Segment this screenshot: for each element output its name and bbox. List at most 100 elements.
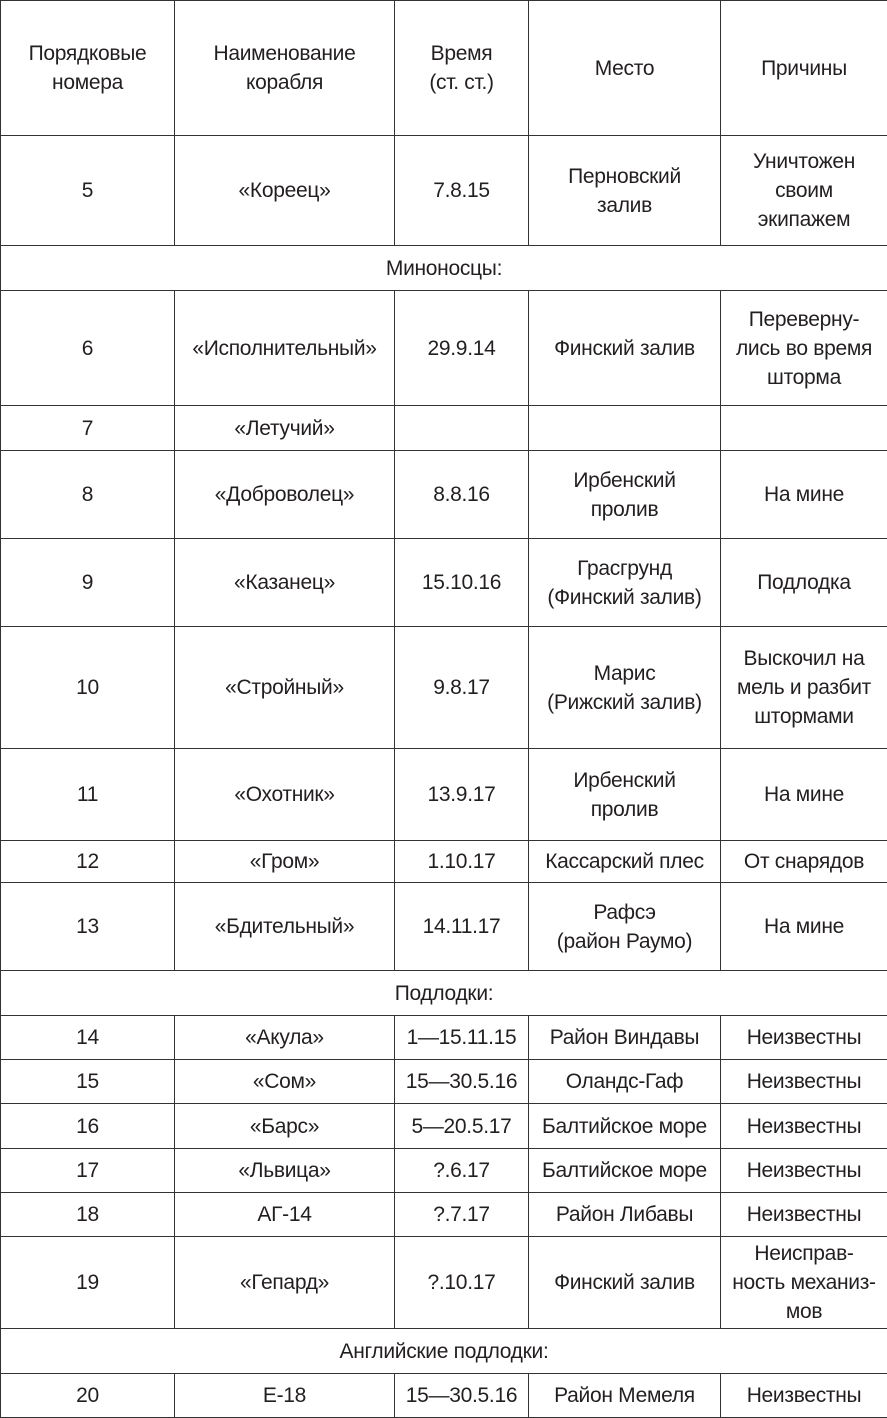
- table-row: 7 «Летучий»: [0, 405, 887, 451]
- cell-date: 15.10.16: [394, 538, 529, 627]
- table-body: 5 «Кореец» 7.8.15 Перновский залив Уничтожен…: [0, 135, 887, 1418]
- cell-date: 7.8.15: [394, 135, 529, 246]
- cell-place: Оландс-Гаф: [528, 1059, 721, 1104]
- cell-number: 14: [0, 1015, 175, 1060]
- cell-number: 17: [0, 1148, 175, 1193]
- cell-ship-name: «Казанец»: [174, 538, 395, 627]
- cell-place: Финский залив: [528, 1236, 721, 1329]
- cell-place: Перновский залив: [528, 135, 721, 246]
- section-row: Английские подлодки:: [0, 1328, 887, 1374]
- cell-ship-name: «Акула»: [174, 1015, 395, 1060]
- cell-place: Балтийское море: [528, 1103, 721, 1149]
- cell-place: Грасгрунд (Финский залив): [528, 538, 721, 627]
- cell-cause: Неизвестны: [720, 1192, 887, 1237]
- cell-ship-name: Е-18: [174, 1373, 395, 1418]
- cell-number: 5: [0, 135, 175, 246]
- cell-ship-name: «Гром»: [174, 840, 395, 883]
- cell-number: 13: [0, 882, 175, 971]
- cell-date: 15—30.5.16: [394, 1373, 529, 1418]
- table-row: 18 АГ-14 ?.7.17 Район Либавы Неизвестны: [0, 1192, 887, 1237]
- cell-ship-name: «Сом»: [174, 1059, 395, 1104]
- cell-date: 13.9.17: [394, 748, 529, 841]
- cell-date: ?.6.17: [394, 1148, 529, 1193]
- cell-date: 29.9.14: [394, 290, 529, 406]
- cell-ship-name: «Охотник»: [174, 748, 395, 841]
- table-row: 8 «Доброволец» 8.8.16 Ирбенский пролив На ми…: [0, 450, 887, 539]
- cell-ship-name: «Стройный»: [174, 626, 395, 749]
- cell-place: Ирбенский пролив: [528, 450, 721, 539]
- cell-place: Район Мемеля: [528, 1373, 721, 1418]
- section-row: Миноносцы:: [0, 245, 887, 291]
- table-row: 10 «Стройный» 9.8.17 Марис (Рижский залив) В…: [0, 626, 887, 749]
- cell-number: 19: [0, 1236, 175, 1329]
- cell-cause: Неизвестны: [720, 1373, 887, 1418]
- cell-place: [528, 405, 721, 451]
- section-row: Подлодки:: [0, 970, 887, 1016]
- cell-ship-name: «Исполнительный»: [174, 290, 395, 406]
- cell-number: 18: [0, 1192, 175, 1237]
- cell-number: 9: [0, 538, 175, 627]
- section-title: Английские подлодки:: [0, 1328, 887, 1374]
- cell-date: 1.10.17: [394, 840, 529, 883]
- cell-ship-name: «Летучий»: [174, 405, 395, 451]
- cell-ship-name: «Бдительный»: [174, 882, 395, 971]
- cell-date: 15—30.5.16: [394, 1059, 529, 1104]
- cell-date: ?.7.17: [394, 1192, 529, 1237]
- header-number: Порядковые номера: [0, 0, 175, 136]
- cell-cause: Неисправ- ность механиз- мов: [720, 1236, 887, 1329]
- cell-cause: Неизвестны: [720, 1015, 887, 1060]
- cell-cause: На мине: [720, 882, 887, 971]
- table-row: 20 Е-18 15—30.5.16 Район Мемеля Неизвестны: [0, 1373, 887, 1418]
- cell-number: 15: [0, 1059, 175, 1104]
- cell-place: Рафсэ (район Раумо): [528, 882, 721, 971]
- cell-number: 16: [0, 1103, 175, 1149]
- cell-cause: От снарядов: [720, 840, 887, 883]
- table-row: 5 «Кореец» 7.8.15 Перновский залив Уничтожен…: [0, 135, 887, 246]
- table-row: 15 «Сом» 15—30.5.16 Оландс-Гаф Неизвестны: [0, 1059, 887, 1104]
- header-place: Место: [528, 0, 721, 136]
- cell-ship-name: «Доброволец»: [174, 450, 395, 539]
- table-row: 16 «Барс» 5—20.5.17 Балтийское море Неизвест…: [0, 1103, 887, 1149]
- cell-cause: Переверну- лись во время шторма: [720, 290, 887, 406]
- cell-cause: Неизвестны: [720, 1059, 887, 1104]
- cell-ship-name: «Гепард»: [174, 1236, 395, 1329]
- section-title: Миноносцы:: [0, 245, 887, 291]
- cell-cause: На мине: [720, 748, 887, 841]
- cell-number: 20: [0, 1373, 175, 1418]
- cell-place: Кассарский плес: [528, 840, 721, 883]
- header-date: Время (ст. ст.): [394, 0, 529, 136]
- cell-cause: [720, 405, 887, 451]
- cell-date: 8.8.16: [394, 450, 529, 539]
- cell-place: Район Либавы: [528, 1192, 721, 1237]
- cell-ship-name: «Барс»: [174, 1103, 395, 1149]
- cell-number: 7: [0, 405, 175, 451]
- table-row: 14 «Акула» 1—15.11.15 Район Виндавы Неизвест…: [0, 1015, 887, 1060]
- cell-date: 1—15.11.15: [394, 1015, 529, 1060]
- header-row: Порядковые номера Наименование корабля Вре…: [0, 0, 887, 136]
- cell-number: 11: [0, 748, 175, 841]
- cell-cause: Уничтожен своим экипажем: [720, 135, 887, 246]
- cell-ship-name: АГ-14: [174, 1192, 395, 1237]
- cell-cause: Подлодка: [720, 538, 887, 627]
- table-row: 11 «Охотник» 13.9.17 Ирбенский пролив На мин…: [0, 748, 887, 841]
- cell-number: 10: [0, 626, 175, 749]
- cell-place: Балтийское море: [528, 1148, 721, 1193]
- cell-cause: Неизвестны: [720, 1103, 887, 1149]
- cell-cause: На мине: [720, 450, 887, 539]
- cell-cause: Неизвестны: [720, 1148, 887, 1193]
- cell-date: 14.11.17: [394, 882, 529, 971]
- cell-number: 8: [0, 450, 175, 539]
- cell-date: ?.10.17: [394, 1236, 529, 1329]
- cell-cause: Выскочил на мель и разбит штормами: [720, 626, 887, 749]
- header-cause: Причины: [720, 0, 887, 136]
- table-row: 9 «Казанец» 15.10.16 Грасгрунд (Финский зал…: [0, 538, 887, 627]
- cell-place: Ирбенский пролив: [528, 748, 721, 841]
- cell-date: 5—20.5.17: [394, 1103, 529, 1149]
- cell-number: 6: [0, 290, 175, 406]
- table-row: 19 «Гепард» ?.10.17 Финский залив Неисправ- …: [0, 1236, 887, 1329]
- cell-date: 9.8.17: [394, 626, 529, 749]
- table-row: 12 «Гром» 1.10.17 Кассарский плес От снарядо…: [0, 840, 887, 883]
- section-title: Подлодки:: [0, 970, 887, 1016]
- table-row: 17 «Львица» ?.6.17 Балтийское море Неизвестн…: [0, 1148, 887, 1193]
